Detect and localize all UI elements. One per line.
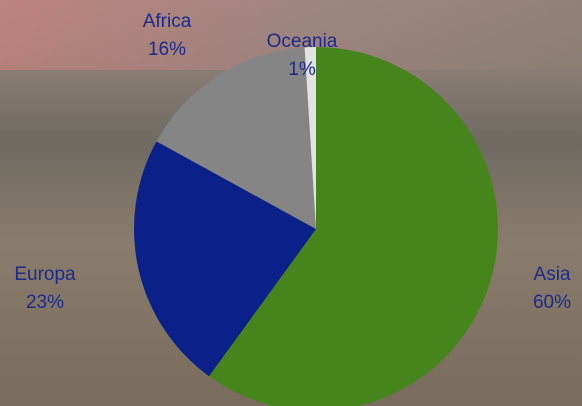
- slice-value-label: 60%: [533, 292, 571, 313]
- pie-slice: [156, 47, 316, 230]
- slice-value-label: 1%: [288, 59, 316, 80]
- pie-slice: [304, 47, 316, 229]
- slice-label: Oceania: [267, 31, 338, 52]
- slice-label: Asia: [534, 264, 571, 285]
- pie-slice: [134, 141, 316, 377]
- slice-label: Europa: [14, 264, 76, 285]
- pie-slice: [209, 47, 498, 406]
- slice-value-label: 23%: [26, 292, 64, 313]
- slice-label: Africa: [143, 11, 192, 32]
- slice-value-label: 16%: [148, 39, 186, 60]
